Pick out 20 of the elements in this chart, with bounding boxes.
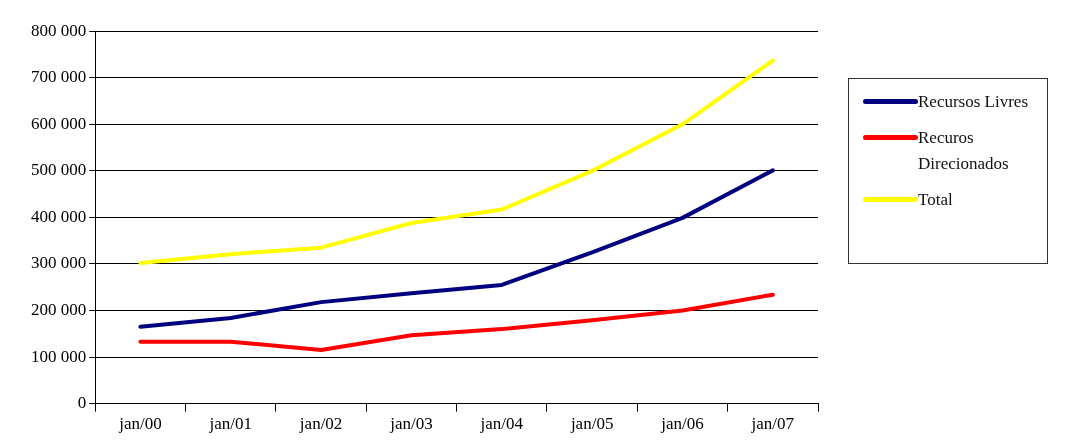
y-tick-label: 700 000	[31, 67, 87, 87]
y-tick-label: 400 000	[31, 206, 87, 226]
y-tick-label: 800 000	[31, 20, 87, 40]
legend-label: Total	[918, 189, 953, 211]
y-tick-label: 500 000	[31, 160, 87, 180]
y-tick-label: 600 000	[31, 113, 87, 133]
x-tick-label: jan/04	[479, 414, 524, 434]
legend-label: Recuros Direcionados	[918, 127, 1010, 175]
x-tick-label: jan/06	[660, 414, 704, 434]
x-tick-label: jan/02	[298, 414, 343, 434]
x-tick-label: jan/05	[569, 414, 614, 434]
y-tick-label: 300 000	[31, 253, 87, 273]
legend-label: Recursos Livres	[918, 91, 1029, 113]
y-tick-label: 200 000	[31, 299, 87, 319]
x-tick-label: jan/00	[118, 414, 162, 434]
x-tick-label: jan/01	[208, 414, 253, 434]
x-tick-label: jan/07	[750, 414, 795, 434]
x-tick-label: jan/03	[389, 414, 433, 434]
y-tick-label: 0	[77, 393, 87, 413]
y-tick-label: 100 000	[31, 346, 87, 366]
